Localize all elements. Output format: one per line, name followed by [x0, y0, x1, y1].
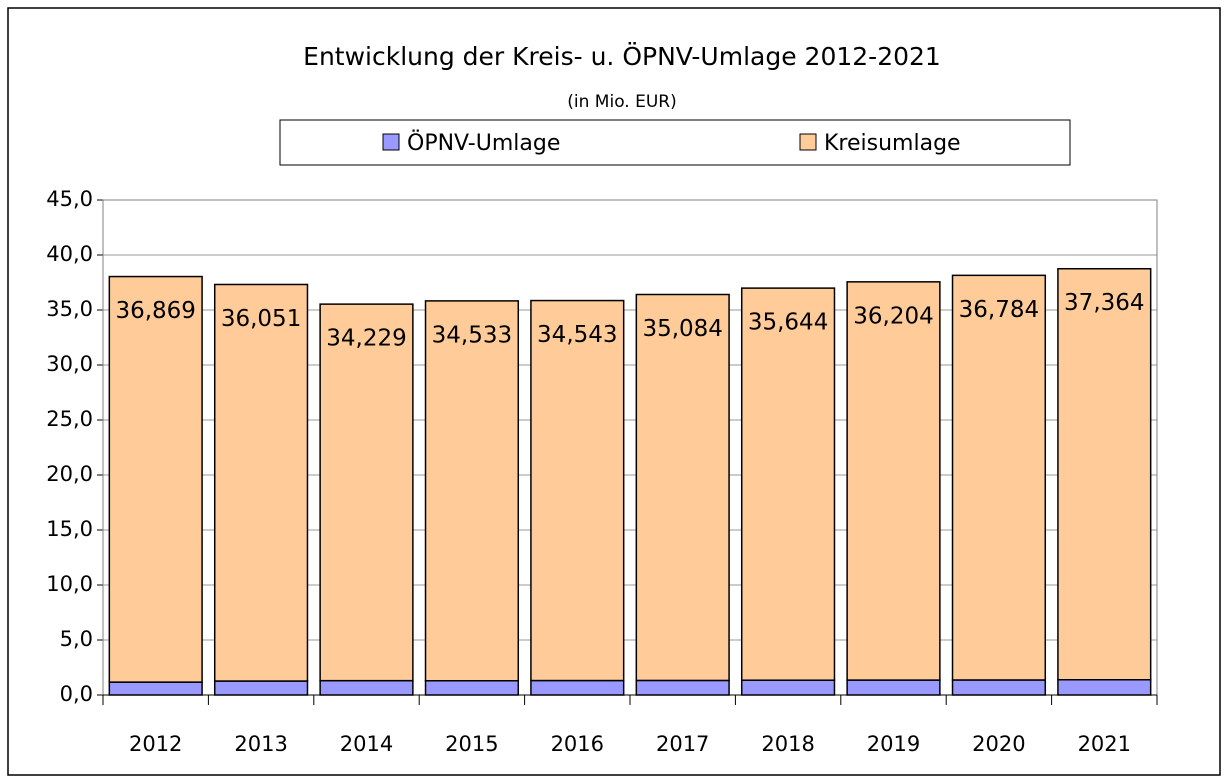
value-label: 35,644	[748, 310, 828, 336]
x-tick-label: 2020	[972, 732, 1025, 756]
bar-segment	[530, 299, 625, 682]
y-tick-label: 45,0	[46, 187, 93, 211]
bar-segment	[1057, 267, 1152, 681]
legend-label: Kreisumlage	[824, 131, 961, 156]
bar-segment	[740, 287, 836, 681]
legend-box	[279, 119, 1071, 166]
bar-segment	[213, 283, 309, 682]
bar-segment	[951, 679, 1047, 696]
x-tick-label: 2021	[1078, 732, 1131, 756]
y-tick-label: 10,0	[46, 572, 93, 596]
x-tick-label: 2018	[761, 732, 814, 756]
bar-segment	[635, 293, 730, 682]
legend-swatch	[799, 133, 817, 151]
value-label: 37,364	[1064, 290, 1144, 316]
value-label: 36,869	[115, 298, 195, 324]
x-tick-label: 2019	[867, 732, 920, 756]
bar-segment	[424, 300, 520, 682]
y-tick-label: 0,0	[60, 682, 93, 706]
legend-label: ÖPNV-Umlage	[407, 130, 560, 156]
value-label: 34,533	[432, 322, 512, 348]
x-tick-label: 2016	[551, 732, 604, 756]
y-tick-label: 40,0	[46, 242, 93, 266]
chart-title: Entwicklung der Kreis- u. ÖPNV-Umlage 20…	[303, 42, 941, 71]
value-label: 36,051	[221, 306, 301, 332]
x-tick-label: 2015	[445, 732, 498, 756]
y-tick-label: 25,0	[46, 407, 93, 431]
bar-segment	[319, 679, 414, 696]
value-label: 34,229	[326, 326, 406, 352]
legend-swatch	[382, 133, 400, 151]
bar-segment	[635, 679, 730, 696]
bar-segment	[424, 680, 520, 696]
y-tick-label: 20,0	[46, 462, 93, 486]
value-label: 35,084	[642, 316, 722, 342]
chart-subtitle: (in Mio. EUR)	[567, 92, 676, 112]
y-tick-label: 30,0	[46, 352, 93, 376]
x-tick-label: 2013	[234, 732, 287, 756]
value-label: 34,543	[537, 322, 617, 348]
bar-segment	[213, 680, 309, 696]
y-tick-label: 35,0	[46, 297, 93, 321]
bar-segment	[951, 274, 1047, 681]
x-tick-label: 2017	[656, 732, 709, 756]
bar-segment	[319, 303, 414, 682]
x-tick-label: 2014	[340, 732, 393, 756]
x-tick-label: 2012	[129, 732, 182, 756]
value-label: 36,784	[959, 297, 1039, 323]
bar-segment	[846, 281, 941, 681]
bar-segment	[740, 679, 836, 696]
y-tick-label: 5,0	[60, 627, 93, 651]
bar-segment	[530, 679, 625, 696]
bar-segment	[846, 679, 941, 696]
bar-segment	[108, 681, 203, 696]
value-label: 36,204	[853, 303, 933, 329]
bar-segment	[108, 275, 203, 683]
bar-segment	[1057, 678, 1152, 696]
y-tick-label: 15,0	[46, 517, 93, 541]
